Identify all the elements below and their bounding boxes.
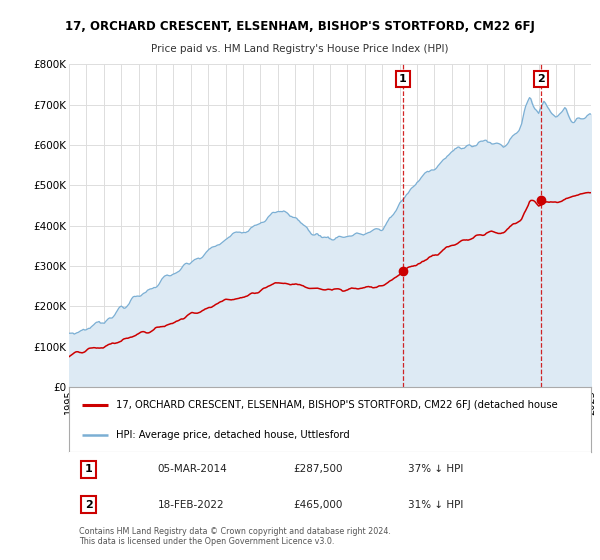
Text: 37% ↓ HPI: 37% ↓ HPI <box>409 464 464 474</box>
Text: HPI: Average price, detached house, Uttlesford: HPI: Average price, detached house, Uttl… <box>116 431 350 441</box>
Text: 1: 1 <box>85 464 93 474</box>
Text: 17, ORCHARD CRESCENT, ELSENHAM, BISHOP'S STORTFORD, CM22 6FJ (detached house: 17, ORCHARD CRESCENT, ELSENHAM, BISHOP'S… <box>116 400 558 410</box>
Text: 17, ORCHARD CRESCENT, ELSENHAM, BISHOP'S STORTFORD, CM22 6FJ: 17, ORCHARD CRESCENT, ELSENHAM, BISHOP'S… <box>65 20 535 34</box>
Text: 1: 1 <box>398 74 406 84</box>
Text: Price paid vs. HM Land Registry's House Price Index (HPI): Price paid vs. HM Land Registry's House … <box>151 44 449 54</box>
Text: 05-MAR-2014: 05-MAR-2014 <box>158 464 227 474</box>
Text: £287,500: £287,500 <box>293 464 343 474</box>
Text: Contains HM Land Registry data © Crown copyright and database right 2024.
This d: Contains HM Land Registry data © Crown c… <box>79 527 391 547</box>
Text: 2: 2 <box>537 74 545 84</box>
Text: 18-FEB-2022: 18-FEB-2022 <box>158 500 224 510</box>
Text: £465,000: £465,000 <box>293 500 343 510</box>
Text: 2: 2 <box>85 500 93 510</box>
Text: 31% ↓ HPI: 31% ↓ HPI <box>409 500 464 510</box>
